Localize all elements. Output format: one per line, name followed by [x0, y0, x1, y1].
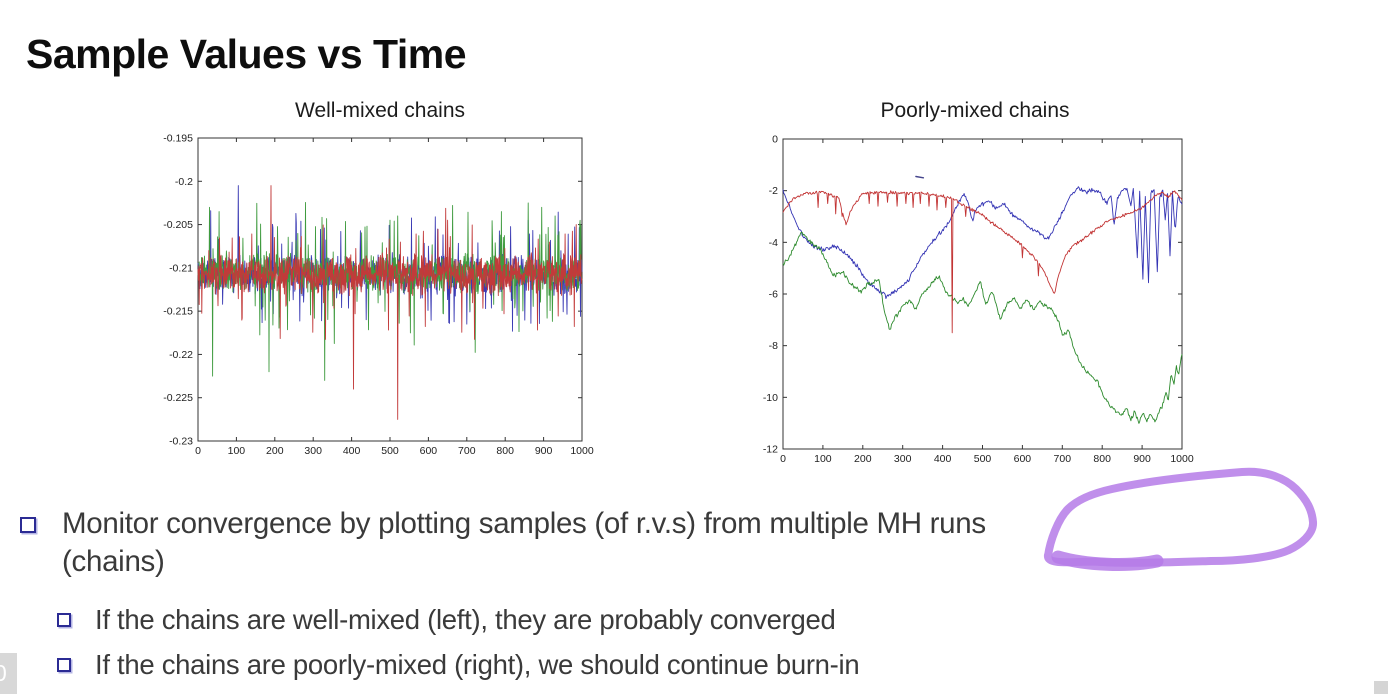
svg-text:600: 600 — [420, 445, 438, 457]
svg-text:-10: -10 — [763, 392, 778, 404]
bullet-line-2: (chains) — [62, 545, 165, 578]
svg-text:700: 700 — [1054, 453, 1072, 465]
bullet-item-monitor: Monitor convergence by plotting samples … — [20, 505, 1378, 581]
svg-text:700: 700 — [458, 445, 476, 457]
svg-text:800: 800 — [496, 445, 514, 457]
bullet-square-icon — [20, 517, 36, 533]
svg-text:-0.215: -0.215 — [163, 306, 193, 318]
svg-text:400: 400 — [934, 453, 952, 465]
slide-number: 0 — [0, 660, 7, 686]
svg-text:-6: -6 — [769, 289, 778, 301]
bullet-text: Monitor convergence by plotting samples … — [62, 505, 986, 581]
bullet-list: Monitor convergence by plotting samples … — [20, 505, 1378, 681]
svg-text:800: 800 — [1093, 453, 1111, 465]
svg-text:1000: 1000 — [1170, 453, 1194, 465]
svg-text:300: 300 — [304, 445, 322, 457]
svg-text:600: 600 — [1014, 453, 1032, 465]
svg-text:0: 0 — [195, 445, 201, 457]
corner-marker — [1374, 681, 1388, 694]
svg-text:-12: -12 — [763, 444, 778, 456]
svg-text:-0.2: -0.2 — [175, 176, 193, 188]
svg-text:400: 400 — [343, 445, 361, 457]
svg-text:-4: -4 — [769, 237, 778, 249]
bullet-square-icon — [57, 658, 71, 672]
svg-text:0: 0 — [772, 134, 778, 146]
right-chart-title: Poorly-mixed chains — [880, 99, 1070, 122]
svg-text:500: 500 — [974, 453, 992, 465]
sub-bullet-text: If the chains are poorly-mixed (right), … — [95, 649, 860, 680]
svg-text:900: 900 — [535, 445, 553, 457]
svg-text:-0.195: -0.195 — [163, 133, 193, 145]
svg-text:500: 500 — [381, 445, 399, 457]
page-title: Sample Values vs Time — [26, 31, 467, 78]
bullet-square-icon — [57, 613, 71, 627]
well-mixed-chart: 0 100 200 300 400 500 600 700 800 900 1000 -0.195 -0… — [163, 133, 594, 458]
svg-text:-0.225: -0.225 — [163, 392, 193, 404]
svg-text:-0.205: -0.205 — [163, 219, 193, 231]
svg-text:1000: 1000 — [570, 445, 594, 457]
svg-text:100: 100 — [814, 453, 832, 465]
bullet-line-1: Monitor convergence by plotting samples … — [62, 507, 986, 540]
svg-text:-0.23: -0.23 — [169, 436, 193, 448]
svg-text:200: 200 — [854, 453, 872, 465]
svg-text:200: 200 — [266, 445, 284, 457]
svg-text:-2: -2 — [769, 185, 778, 197]
svg-text:100: 100 — [228, 445, 246, 457]
svg-text:900: 900 — [1133, 453, 1151, 465]
bullet-item-well-mixed: If the chains are well-mixed (left), the… — [57, 603, 1378, 636]
svg-text:300: 300 — [894, 453, 912, 465]
slide-number-badge: 0 — [0, 653, 17, 694]
svg-text:-0.22: -0.22 — [169, 349, 193, 361]
svg-text:-0.21: -0.21 — [169, 262, 193, 274]
svg-text:0: 0 — [780, 453, 786, 465]
left-chart-title: Well-mixed chains — [295, 99, 465, 122]
bullet-item-poorly-mixed: If the chains are poorly-mixed (right), … — [57, 648, 1378, 681]
poorly-mixed-chart: 0 100 200 300 400 500 600 700 800 900 1000 0 -2 -4 -6 -… — [763, 134, 1194, 466]
svg-text:-8: -8 — [769, 340, 778, 352]
sub-bullet-text: If the chains are well-mixed (left), the… — [95, 604, 836, 635]
